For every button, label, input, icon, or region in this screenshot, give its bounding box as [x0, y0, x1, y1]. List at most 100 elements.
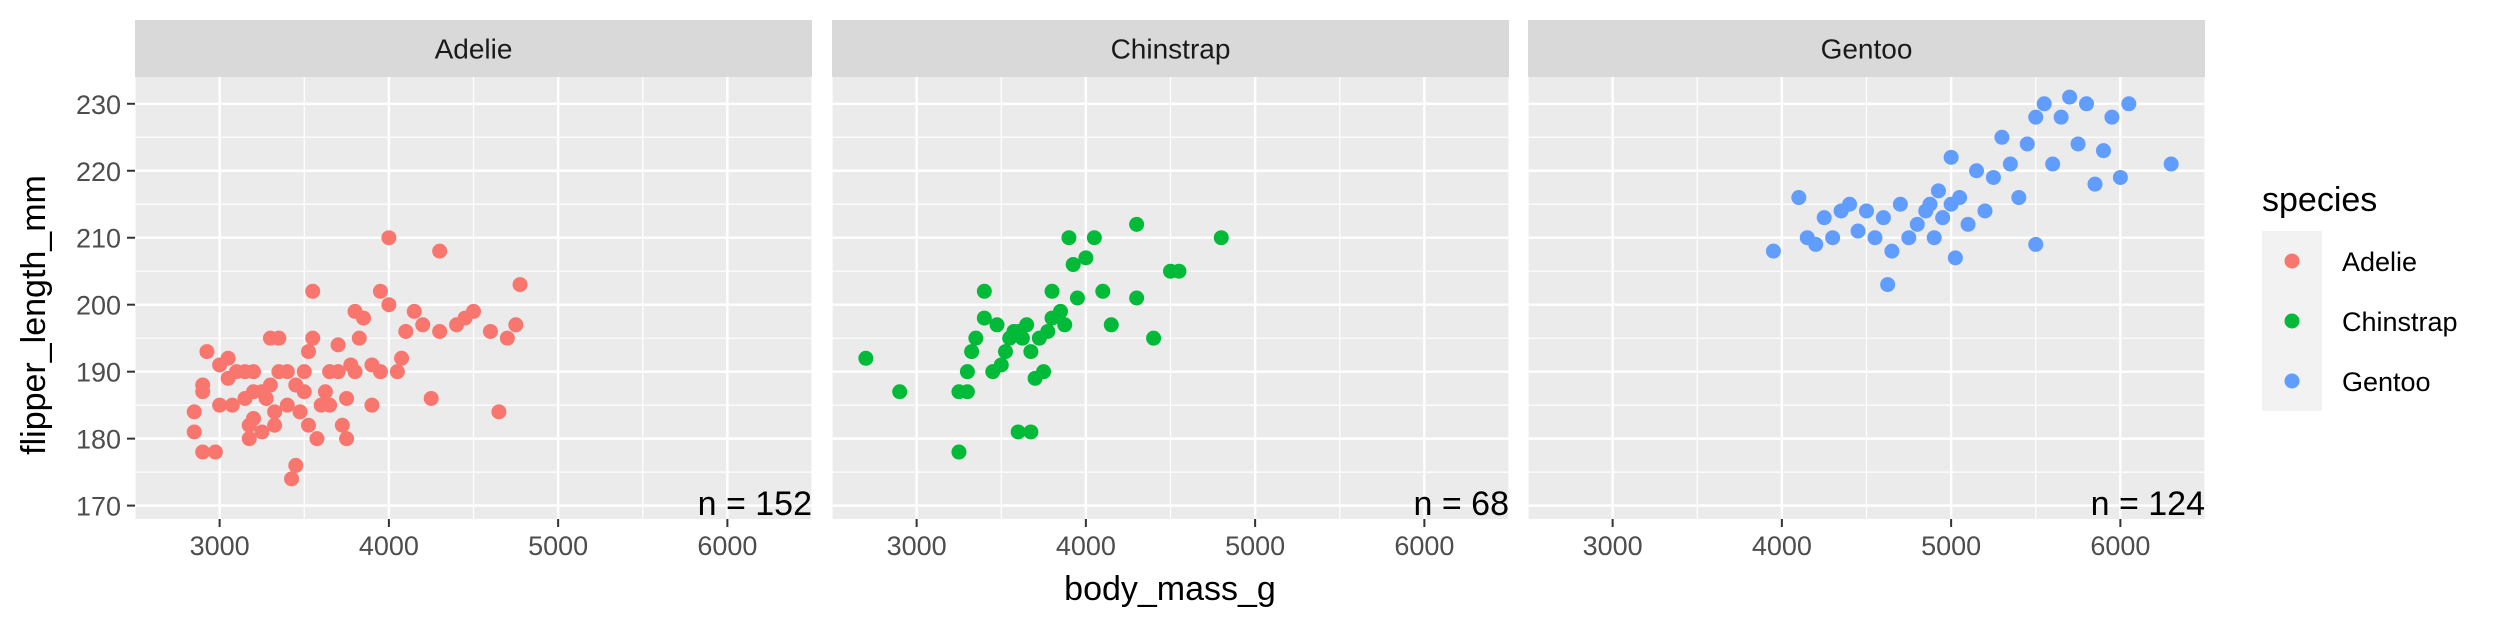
data-point [330, 364, 346, 380]
facet-strip [832, 20, 1509, 77]
data-point [1213, 230, 1229, 246]
data-point [339, 390, 355, 406]
data-point [2019, 136, 2035, 152]
x-tick-label: 4000 [359, 531, 419, 561]
data-point [2163, 156, 2179, 172]
x-axis-title: body_mass_g [1064, 570, 1276, 608]
x-tick-label: 5000 [528, 531, 588, 561]
data-point [2028, 109, 2044, 125]
data-point [1023, 344, 1039, 360]
data-point [2104, 109, 2120, 125]
y-tick-label: 220 [76, 157, 121, 187]
data-point [1044, 283, 1060, 299]
data-point [347, 364, 363, 380]
data-point [2121, 96, 2137, 112]
data-point [389, 364, 405, 380]
data-point [279, 364, 295, 380]
x-tick-label: 6000 [2090, 531, 2150, 561]
legend-key-point [2284, 373, 2300, 389]
data-point [1875, 210, 1891, 226]
legend-key-point [2284, 313, 2300, 329]
data-point [482, 323, 498, 339]
data-point [279, 397, 295, 413]
y-tick-label: 180 [76, 425, 121, 455]
data-point [224, 397, 240, 413]
data-point [1850, 223, 1866, 239]
data-point [951, 444, 967, 460]
data-point [2095, 143, 2111, 159]
data-point [322, 397, 338, 413]
data-point [1985, 169, 2001, 185]
data-points [186, 230, 528, 487]
data-point [288, 457, 304, 473]
data-point [432, 243, 448, 259]
legend-item-label: Chinstrap [2342, 307, 2458, 337]
data-point [1859, 203, 1874, 219]
data-point [1952, 190, 1968, 206]
data-point [334, 417, 350, 433]
data-point [968, 330, 984, 346]
data-point [1825, 230, 1841, 246]
data-point [207, 444, 223, 460]
data-point [466, 303, 481, 319]
y-tick-label: 170 [76, 492, 121, 522]
facet-strip-label: Adelie [435, 34, 513, 65]
data-point [1086, 230, 1102, 246]
data-point [258, 390, 274, 406]
data-point [2053, 109, 2069, 125]
x-tick-label: 6000 [1394, 531, 1454, 561]
data-point [364, 397, 380, 413]
data-point [858, 350, 874, 366]
data-point [220, 350, 236, 366]
data-point [1019, 317, 1035, 333]
data-point [976, 310, 992, 326]
data-point [993, 357, 1009, 373]
data-point [186, 424, 202, 440]
data-point [1947, 250, 1963, 266]
data-point [1014, 330, 1030, 346]
data-point [1036, 364, 1052, 380]
data-point [2011, 190, 2027, 206]
data-point [2079, 96, 2095, 112]
data-points [1765, 89, 2179, 293]
data-point [1884, 243, 1900, 259]
data-point [394, 350, 410, 366]
data-point [330, 337, 346, 353]
legend-item-gentoo: Gentoo [2262, 351, 2431, 411]
y-tick-label: 210 [76, 224, 121, 254]
data-point [1943, 149, 1959, 165]
data-point [1146, 330, 1162, 346]
data-point [309, 431, 325, 447]
data-point [1129, 290, 1145, 306]
data-point [2112, 169, 2128, 185]
data-point [997, 344, 1013, 360]
data-point [1969, 163, 1985, 179]
data-point [1040, 323, 1056, 339]
facet-strip [135, 20, 812, 77]
count-annotation: n = 68 [1414, 485, 1509, 523]
data-point [423, 390, 439, 406]
data-point [305, 330, 321, 346]
data-point [317, 384, 333, 400]
data-point [292, 404, 308, 420]
data-point [262, 377, 278, 393]
data-point [1095, 283, 1111, 299]
data-point [1010, 424, 1026, 440]
facet-panel-gentoo: Gentoo n = 124 3000 4000 5000 6000 [1527, 20, 2206, 561]
data-point [300, 417, 316, 433]
data-point [432, 323, 448, 339]
data-point [2062, 89, 2078, 105]
data-point [1052, 303, 1068, 319]
data-point [959, 364, 975, 380]
x-tick-label: 3000 [1583, 531, 1643, 561]
legend-item-label: Adelie [2342, 247, 2417, 277]
count-annotation: n = 124 [2091, 485, 2205, 523]
data-point [1061, 230, 1077, 246]
data-point [300, 344, 316, 360]
data-point [339, 431, 355, 447]
data-point [245, 364, 261, 380]
data-point [241, 431, 257, 447]
data-point [296, 384, 312, 400]
x-tick-label: 4000 [1056, 531, 1116, 561]
